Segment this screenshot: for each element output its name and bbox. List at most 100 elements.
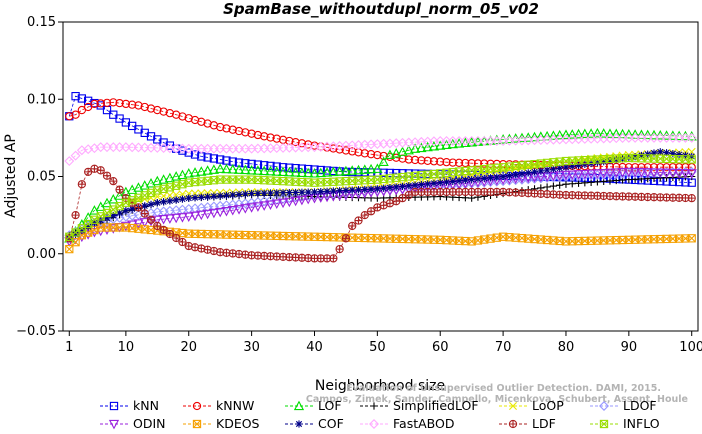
data-point-ldf xyxy=(134,203,143,212)
data-point-cof xyxy=(505,171,513,180)
data-point-fastabod xyxy=(164,143,175,154)
data-point-cof xyxy=(631,153,639,161)
data-point-cof xyxy=(159,198,168,206)
data-point-knnw xyxy=(624,163,633,172)
legend-item-lof: LOF xyxy=(285,398,342,413)
data-point-cof xyxy=(644,150,652,158)
data-point-knn xyxy=(77,94,87,103)
data-point-fastabod xyxy=(70,150,81,161)
data-point-knn xyxy=(316,165,325,175)
data-point-cof xyxy=(273,189,281,197)
data-point-fastabod xyxy=(146,142,156,153)
data-point-lof xyxy=(397,146,408,156)
data-point-cof xyxy=(122,206,130,215)
data-point-ldf xyxy=(109,176,118,186)
legend-item-knnw: kNNW xyxy=(183,398,254,413)
data-point-knn xyxy=(209,154,219,163)
data-point-lof xyxy=(359,164,370,174)
data-point-knnw xyxy=(159,107,168,116)
data-point-knn xyxy=(322,166,332,175)
data-point-lof xyxy=(246,164,257,175)
data-point-lof xyxy=(409,143,421,153)
series-inflo xyxy=(65,153,696,241)
data-point-lof xyxy=(321,167,333,177)
legend-label-ldf: LDF xyxy=(532,416,556,431)
data-point-odin xyxy=(196,210,207,221)
data-point-fastabod xyxy=(120,142,131,153)
data-point-odin xyxy=(674,168,685,179)
data-point-knnw xyxy=(662,163,671,172)
data-point-cof xyxy=(600,158,608,166)
y-tick-label: 0.00 xyxy=(27,247,56,262)
data-point-lof xyxy=(604,128,616,138)
data-point-lof xyxy=(127,184,138,194)
data-point-cof xyxy=(442,178,451,186)
data-point-ldf xyxy=(159,225,168,235)
data-point-cof xyxy=(178,195,187,203)
data-point-odin xyxy=(567,170,578,181)
data-point-lof xyxy=(177,169,188,180)
legend: kNN kNNW LOF SimplifiedLOF LoOP LDOF ODIN KDEOS… xyxy=(100,398,660,431)
data-point-knnw xyxy=(630,163,640,172)
data-point-knnw xyxy=(65,112,74,121)
data-point-inflo xyxy=(687,155,696,164)
data-point-knnw xyxy=(360,149,369,158)
data-point-ldf xyxy=(234,249,244,259)
data-point-lof xyxy=(428,141,440,151)
legend-marker-cof xyxy=(295,420,303,428)
data-point-cof xyxy=(210,192,218,200)
data-point-knnw xyxy=(681,163,690,172)
data-point-knnw xyxy=(436,157,445,166)
data-point-cof xyxy=(449,177,457,186)
data-point-knn xyxy=(272,162,281,171)
data-point-fastabod xyxy=(158,143,169,154)
data-point-cof xyxy=(606,157,614,165)
data-point-fastabod xyxy=(171,143,182,154)
x-tick-label: 1 xyxy=(65,340,73,355)
data-point-simplifiedlof xyxy=(574,179,583,187)
data-point-lof xyxy=(648,129,660,140)
data-point-knn xyxy=(203,153,212,162)
data-point-lof xyxy=(183,168,194,178)
data-point-knnw xyxy=(297,139,307,148)
data-point-cof xyxy=(84,223,92,231)
data-point-cof xyxy=(361,185,369,194)
watermark-line-1: Evaluation of Unsupervised Outlier Detec… xyxy=(346,383,661,394)
data-point-ldf xyxy=(96,166,105,175)
data-point-cof xyxy=(386,184,394,192)
legend-label-loop: LoOP xyxy=(532,398,564,413)
data-point-cof xyxy=(669,150,677,158)
data-point-cof xyxy=(405,182,413,190)
data-point-cof xyxy=(78,226,86,235)
data-point-knnw xyxy=(348,147,357,156)
data-point-lof xyxy=(277,166,289,177)
data-point-odin xyxy=(240,204,251,214)
data-point-lof xyxy=(554,129,565,140)
data-point-lof xyxy=(296,167,308,177)
data-point-odin xyxy=(177,213,188,223)
data-point-kdeos xyxy=(65,244,74,254)
data-point-fastabod xyxy=(152,142,163,153)
data-point-simplifiedlof xyxy=(568,180,576,188)
data-point-cof xyxy=(222,191,231,199)
data-point-lof xyxy=(164,172,176,183)
data-point-cof xyxy=(537,167,545,175)
data-point-lof xyxy=(208,164,220,174)
data-point-knnw xyxy=(247,129,256,138)
data-point-cof xyxy=(172,196,180,204)
data-point-knnw xyxy=(146,104,156,113)
data-point-cof xyxy=(656,148,664,156)
y-axis: −0.05 0.00 0.05 0.10 0.15 xyxy=(16,15,63,339)
data-point-knnw xyxy=(461,158,470,168)
data-point-knnw xyxy=(266,133,275,142)
data-point-lof xyxy=(384,149,396,160)
data-point-knn xyxy=(184,148,193,157)
legend-item-ldof: LDOF xyxy=(590,398,657,413)
data-point-ldf xyxy=(77,180,87,189)
data-point-odin xyxy=(252,202,264,212)
data-point-odin xyxy=(120,221,131,232)
watermark-line-2: Campos, Zimek, Sander, Campello, Micenko… xyxy=(306,394,688,405)
data-point-cof xyxy=(543,166,551,174)
x-tick-label: 40 xyxy=(306,340,323,355)
data-point-knnw xyxy=(216,122,225,132)
